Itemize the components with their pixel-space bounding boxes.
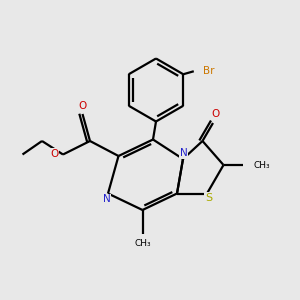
Text: Br: Br	[203, 66, 214, 76]
Text: N: N	[103, 194, 110, 205]
Text: CH₃: CH₃	[254, 160, 270, 169]
Text: O: O	[50, 149, 59, 159]
Text: CH₃: CH₃	[134, 239, 151, 248]
Text: O: O	[212, 109, 220, 119]
Text: N: N	[180, 148, 188, 158]
Text: O: O	[78, 100, 87, 111]
Text: S: S	[205, 193, 212, 203]
